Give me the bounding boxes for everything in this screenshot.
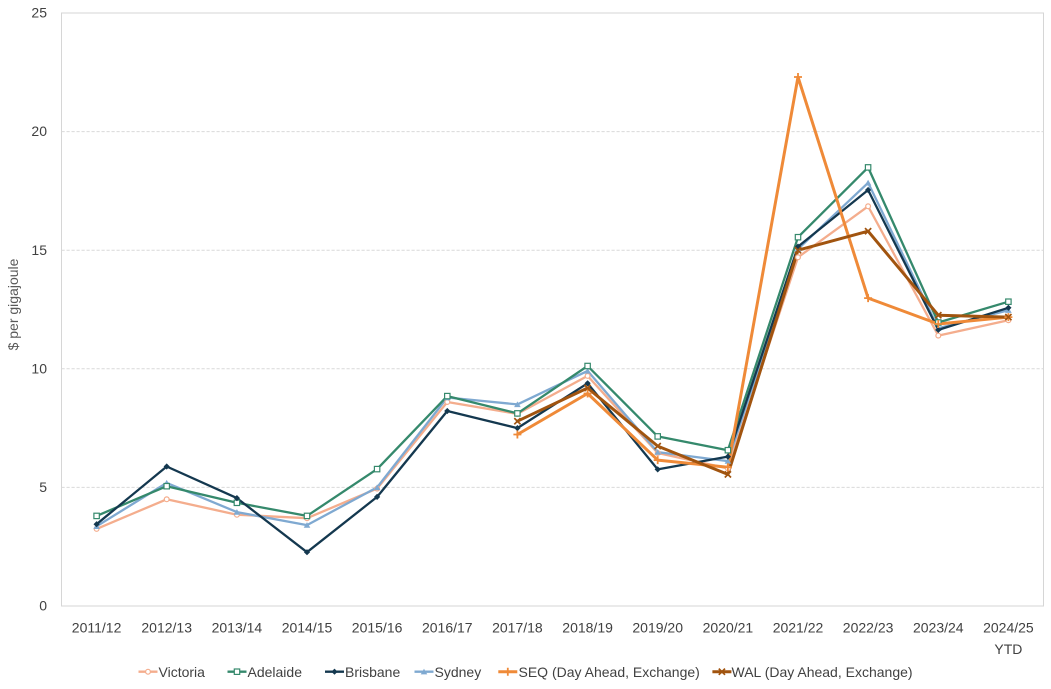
svg-text:2024/25: 2024/25 xyxy=(983,620,1034,636)
svg-text:25: 25 xyxy=(31,5,47,21)
svg-text:2019/20: 2019/20 xyxy=(632,620,683,636)
svg-text:2020/21: 2020/21 xyxy=(703,620,754,636)
svg-text:2018/19: 2018/19 xyxy=(562,620,613,636)
svg-text:Sydney: Sydney xyxy=(435,664,482,680)
svg-text:5: 5 xyxy=(39,479,47,495)
svg-text:2013/14: 2013/14 xyxy=(212,620,263,636)
svg-text:Victoria: Victoria xyxy=(159,664,206,680)
svg-text:SEQ (Day Ahead, Exchange): SEQ (Day Ahead, Exchange) xyxy=(519,664,700,680)
svg-text:2015/16: 2015/16 xyxy=(352,620,403,636)
svg-text:2014/15: 2014/15 xyxy=(282,620,333,636)
svg-text:2017/18: 2017/18 xyxy=(492,620,543,636)
svg-text:WAL (Day Ahead, Exchange): WAL (Day Ahead, Exchange) xyxy=(732,664,913,680)
svg-text:2012/13: 2012/13 xyxy=(141,620,192,636)
svg-text:0: 0 xyxy=(39,598,47,614)
svg-text:2016/17: 2016/17 xyxy=(422,620,473,636)
svg-text:2021/22: 2021/22 xyxy=(773,620,824,636)
svg-text:20: 20 xyxy=(31,123,47,139)
svg-text:2023/24: 2023/24 xyxy=(913,620,964,636)
svg-text:15: 15 xyxy=(31,242,47,258)
svg-text:$ per gigajoule: $ per gigajoule xyxy=(5,258,21,350)
svg-text:10: 10 xyxy=(31,360,47,376)
svg-text:2011/12: 2011/12 xyxy=(72,620,122,636)
svg-text:Adelaide: Adelaide xyxy=(248,664,303,680)
svg-text:2022/23: 2022/23 xyxy=(843,620,894,636)
svg-text:Brisbane: Brisbane xyxy=(345,664,400,680)
svg-text:YTD: YTD xyxy=(994,641,1022,657)
